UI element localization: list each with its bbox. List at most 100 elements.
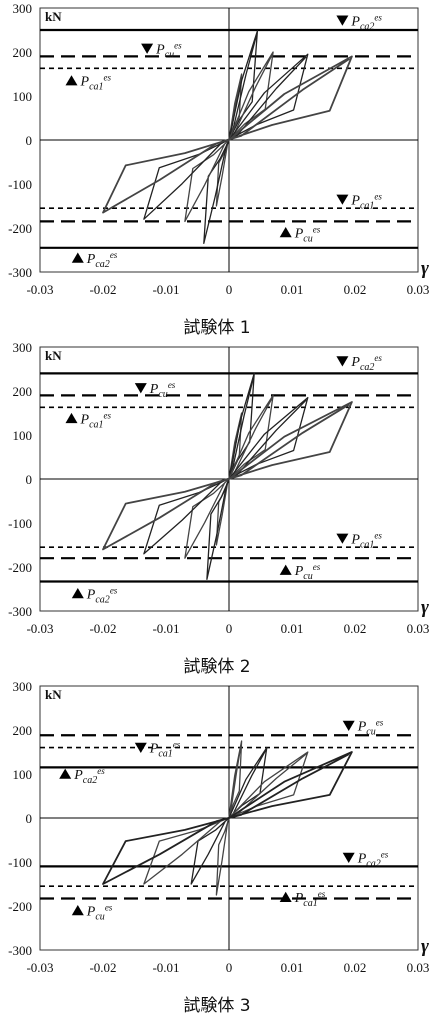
hysteresis-loop (143, 53, 309, 220)
chart-panel-3: 300 200 100 0 -100 -200 -300 -0.03 -0.02 -0.01 0 0.… (0, 678, 434, 1019)
capacity-marker-label: Pcues (86, 902, 113, 922)
x-tick-label: -0.03 (26, 282, 53, 297)
y-tick-label: 200 (13, 384, 33, 399)
y-tick-label: 0 (26, 133, 33, 148)
y-tick-label: -100 (8, 855, 32, 870)
capacity-marker (71, 905, 84, 916)
x-tick-label: 0.03 (407, 621, 430, 636)
y-tick-label: -200 (8, 560, 32, 575)
x-tick-label: 0.02 (344, 960, 367, 975)
capacity-marker-label: Pca1es (80, 73, 112, 93)
y-tick-label: 300 (13, 340, 33, 355)
capacity-marker (71, 252, 84, 263)
capacity-marker-label: Pcues (294, 562, 321, 582)
capacity-marker (134, 742, 147, 753)
x-tick-label: 0.01 (281, 282, 304, 297)
hysteresis-loop (102, 55, 353, 214)
capacity-marker (279, 564, 292, 575)
capacity-marker (279, 891, 292, 902)
y-tick-label: 0 (26, 472, 33, 487)
x-tick-label: -0.02 (89, 282, 116, 297)
x-tick-label: 0.03 (407, 960, 430, 975)
y-tick-label: -300 (8, 604, 32, 619)
hysteresis-chart-2: 300 200 100 0 -100 -200 -300 -0.03 -0.02 -0.01 0 0.… (8, 340, 430, 636)
y-tick-label: 100 (13, 89, 33, 104)
capacity-marker (141, 43, 154, 54)
x-tick-label: -0.01 (152, 621, 179, 636)
capacity-marker (342, 720, 355, 731)
x-tick-label: 0.01 (281, 621, 304, 636)
y-tick-label: 300 (13, 679, 33, 694)
capacity-marker (59, 768, 72, 779)
x-tick-label: 0.02 (344, 282, 367, 297)
y-tick-label: -200 (8, 221, 32, 236)
x-tick-label: -0.02 (89, 960, 116, 975)
capacity-marker (336, 356, 349, 367)
y-tick-label: -100 (8, 516, 32, 531)
capacity-marker (65, 412, 78, 424)
x-axis-label: γ (421, 936, 429, 957)
chart-panel-2: 300 200 100 0 -100 -200 -300 -0.03 -0.02 -0.01 0 0.… (0, 339, 434, 678)
x-tick-label: -0.01 (152, 960, 179, 975)
capacity-marker-label: Pca1es (80, 410, 112, 430)
x-axis-label: γ (421, 597, 429, 618)
capacity-marker-label: Pca2es (357, 850, 389, 870)
capacity-marker-label: Pca2es (350, 12, 382, 32)
y-tick-label: -100 (8, 177, 32, 192)
chart-caption: 試験体 2 (183, 657, 251, 677)
y-tick-label: -300 (8, 943, 32, 958)
capacity-marker-label: Pca2es (86, 585, 118, 605)
chart-caption: 試験体 3 (183, 996, 251, 1016)
hysteresis-chart-3: 300 200 100 0 -100 -200 -300 -0.03 -0.02 -0.01 0 0.… (8, 679, 430, 975)
capacity-marker-label: Pca2es (350, 353, 382, 373)
x-axis-label: γ (421, 258, 429, 279)
capacity-marker (71, 588, 84, 599)
y-tick-label: 100 (13, 428, 33, 443)
x-tick-label: -0.03 (26, 621, 53, 636)
hysteresis-loop (102, 751, 353, 885)
capacity-marker-label: Pcues (294, 224, 321, 244)
capacity-marker-label: Pca1es (350, 530, 382, 550)
capacity-marker (336, 194, 349, 205)
chart-panel-1: 300 200 100 0 -100 -200 -300 -0.03 -0.02 -0.01 0 0.… (0, 0, 434, 339)
x-tick-label: -0.01 (152, 282, 179, 297)
capacity-marker (134, 383, 147, 394)
y-tick-label: 300 (13, 1, 33, 16)
hysteresis-loop (102, 401, 353, 551)
hysteresis-chart-1: 300 200 100 0 -100 -200 -300 -0.03 -0.02 -0.01 0 0.… (8, 1, 430, 297)
capacity-marker (342, 852, 355, 863)
x-tick-label: 0 (226, 960, 233, 975)
capacity-marker (279, 227, 292, 238)
x-tick-label: 0 (226, 282, 233, 297)
chart-caption: 試験体 1 (183, 318, 251, 338)
capacity-marker-label: Pcues (357, 718, 384, 738)
x-tick-label: 0.01 (281, 960, 304, 975)
unit-label: kN (45, 348, 62, 363)
capacity-marker-label: Pca2es (86, 250, 118, 270)
y-tick-label: 100 (13, 767, 33, 782)
unit-label: kN (45, 9, 62, 24)
capacity-marker (336, 533, 349, 544)
x-tick-label: 0.03 (407, 282, 430, 297)
y-tick-label: 200 (13, 723, 33, 738)
capacity-marker (336, 15, 349, 26)
y-tick-label: -200 (8, 899, 32, 914)
x-tick-label: -0.03 (26, 960, 53, 975)
capacity-marker-label: Pca1es (294, 889, 326, 909)
hysteresis-loop (143, 751, 309, 885)
capacity-marker-label: Pca2es (73, 766, 105, 786)
y-tick-label: 200 (13, 45, 33, 60)
y-tick-label: 0 (26, 811, 33, 826)
y-tick-label: -300 (8, 265, 32, 280)
x-tick-label: 0.02 (344, 621, 367, 636)
hysteresis-loop (143, 396, 309, 555)
x-tick-label: -0.02 (89, 621, 116, 636)
capacity-marker-label: Pcues (155, 40, 182, 60)
capacity-marker (65, 75, 78, 86)
capacity-marker-label: Pca1es (149, 740, 181, 760)
capacity-marker-label: Pca1es (350, 191, 382, 211)
capacity-marker-label: Pcues (149, 380, 176, 400)
x-tick-label: 0 (226, 621, 233, 636)
unit-label: kN (45, 687, 62, 702)
